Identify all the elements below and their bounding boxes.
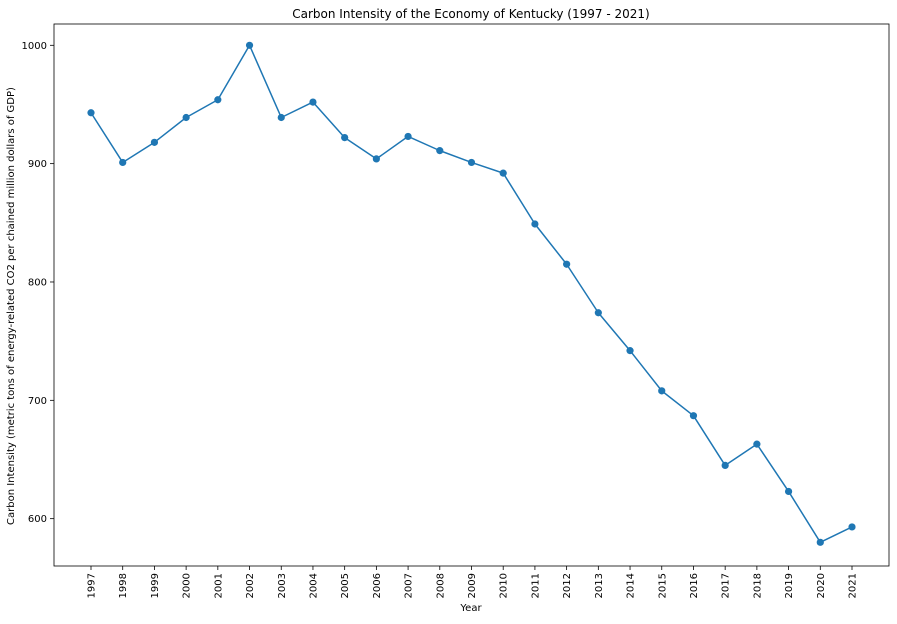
data-point: [309, 98, 317, 106]
x-axis-label: Year: [459, 603, 482, 614]
data-point: [182, 113, 190, 122]
x-tick-label: 2021: [848, 573, 859, 598]
data-point: [848, 523, 856, 531]
data-point: [214, 96, 222, 104]
data-point: [563, 260, 571, 268]
y-tick-label: 800: [28, 277, 47, 288]
data-point: [531, 220, 539, 228]
data-point: [341, 134, 349, 142]
x-tick-label: 2008: [435, 573, 446, 598]
data-point: [816, 538, 824, 546]
data-point: [499, 169, 507, 177]
x-tick-label: 2007: [404, 573, 415, 598]
x-tick-label: 2003: [277, 573, 288, 598]
plot-area: 600 700 800 900 1000 1997 1998 1999 2000 2001 2002…: [22, 23, 890, 598]
x-tick-label: 2014: [626, 573, 637, 598]
data-point: [150, 138, 159, 146]
data-point: [753, 440, 761, 448]
data-point: [689, 412, 698, 420]
data-point: [277, 113, 285, 122]
x-tick-label: 1999: [150, 573, 161, 598]
x-tick-label: 2002: [245, 573, 256, 598]
x-tick-label: 2012: [562, 573, 573, 598]
y-tick-label: 900: [28, 159, 47, 170]
x-tick-label: 2018: [752, 573, 763, 598]
plot-frame: [53, 23, 890, 567]
x-tick-label: 2015: [657, 573, 668, 598]
x-tick-label: 2013: [594, 573, 605, 598]
x-tick-label: 2005: [340, 573, 351, 598]
data-point: [436, 147, 444, 155]
data-point: [626, 347, 634, 355]
data-point: [658, 387, 666, 395]
data-point: [87, 109, 95, 117]
chart-title: Carbon Intensity of the Economy of Kentu…: [292, 7, 649, 21]
y-tick-label: 700: [28, 396, 47, 407]
x-tick-label: 2000: [182, 573, 193, 598]
x-tick-label: 2009: [467, 573, 478, 598]
x-tick-label: 2020: [816, 573, 827, 598]
data-point: [594, 309, 602, 317]
y-tick-label: 600: [28, 514, 47, 525]
series-line: [90, 44, 853, 544]
x-tick-label: 2011: [530, 573, 541, 598]
data-point: [784, 487, 793, 496]
x-tick-label: 2019: [784, 573, 795, 598]
data-point: [467, 158, 476, 167]
x-tick-label: 1997: [87, 573, 98, 598]
x-tick-label: 2017: [721, 573, 732, 598]
x-tick-label: 2016: [689, 573, 700, 598]
data-point: [404, 132, 412, 141]
x-tick-label: 2001: [213, 573, 224, 598]
y-tick-label: 1000: [22, 41, 47, 52]
data-point: [119, 158, 127, 167]
x-tick-label: 1998: [118, 573, 129, 598]
data-point: [372, 155, 380, 163]
data-point: [245, 41, 254, 49]
x-tick-label: 2010: [499, 573, 510, 598]
x-tick-label: 2006: [372, 573, 383, 598]
x-tick-label: 2004: [308, 573, 319, 598]
data-point: [721, 461, 729, 470]
y-axis-label: Carbon Intensity (metric tons of energy-…: [6, 87, 17, 525]
